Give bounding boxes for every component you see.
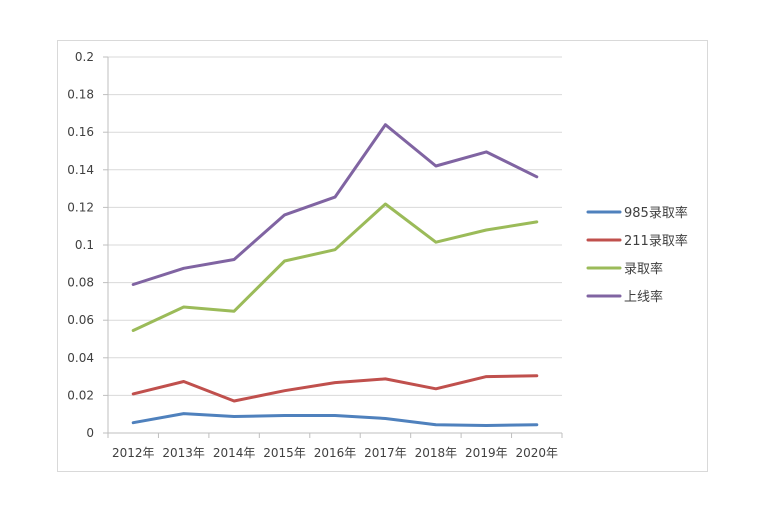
legend-label: 录取率 bbox=[624, 261, 663, 277]
y-tick-label: 0.12 bbox=[67, 200, 94, 214]
legend-label: 211录取率 bbox=[624, 233, 688, 249]
series-line bbox=[131, 123, 539, 286]
y-tick-label: 0.18 bbox=[67, 88, 94, 102]
series-line bbox=[131, 202, 539, 332]
y-tick-label: 0.14 bbox=[67, 163, 94, 177]
legend-label: 985录取率 bbox=[624, 205, 688, 221]
y-tick-label: 0.04 bbox=[67, 351, 94, 365]
y-tick-label: 0.08 bbox=[67, 276, 94, 290]
y-tick-label: 0.02 bbox=[67, 388, 94, 402]
x-tick-label: 2017年 bbox=[364, 446, 407, 460]
y-tick-label: 0.2 bbox=[75, 50, 94, 64]
series-line bbox=[131, 374, 539, 403]
x-tick-label: 2018年 bbox=[415, 446, 458, 460]
legend-label: 上线率 bbox=[624, 289, 663, 305]
y-tick-label: 0.1 bbox=[75, 238, 94, 252]
y-tick-label: 0 bbox=[86, 426, 94, 440]
gridlines bbox=[108, 56, 562, 396]
x-axis-ticks: 2012年 2013年 2014年 2015年 2016年 2017年 2018年 2019年… bbox=[107, 433, 563, 460]
y-axis-ticks: 0 0.02 0.04 0.06 0.08 0.1 0.12 0.14 0.16 0.18 0.2 bbox=[67, 50, 108, 440]
x-tick-label: 2013年 bbox=[162, 446, 205, 460]
series-lines bbox=[131, 123, 539, 427]
y-tick-label: 0.16 bbox=[67, 125, 94, 139]
series-line bbox=[131, 412, 539, 427]
chart-frame bbox=[57, 40, 708, 472]
y-tick-label: 0.06 bbox=[67, 313, 94, 327]
x-tick-label: 2019年 bbox=[465, 446, 508, 460]
x-tick-label: 2014年 bbox=[213, 446, 256, 460]
x-tick-label: 2012年 bbox=[112, 446, 155, 460]
x-tick-label: 2015年 bbox=[263, 446, 306, 460]
x-tick-label: 2020年 bbox=[516, 446, 559, 460]
x-tick-label: 2016年 bbox=[314, 446, 357, 460]
